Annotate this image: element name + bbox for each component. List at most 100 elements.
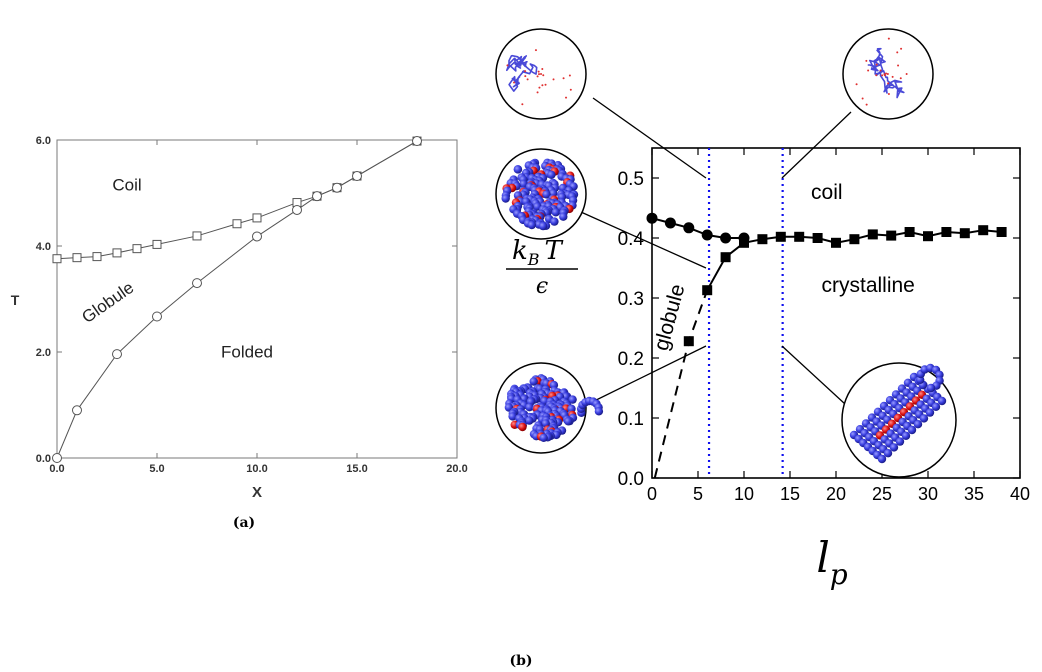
y-tick-label-a: 6.0	[36, 135, 51, 147]
inset-coil-right	[842, 28, 934, 120]
series-line-a-square	[56, 140, 418, 260]
panel-a: 0.0 5.0 10.0 15.0 20.0 0.0 2.0 4.0 6.0 Coil Globu…	[11, 135, 468, 531]
monomer-bead	[901, 431, 911, 440]
red-dot	[513, 81, 516, 84]
x-tick-label-a: 20.0	[446, 463, 467, 475]
circle-marker-a	[332, 182, 342, 193]
red-dot	[552, 78, 555, 81]
red-dot	[905, 73, 908, 76]
red-dot	[875, 74, 878, 77]
y-tick-label-b: 0.3	[618, 289, 644, 310]
square-marker-a	[112, 248, 122, 258]
red-dot	[544, 83, 547, 86]
y-tick-label-b: 0.2	[618, 349, 644, 370]
red-dot	[534, 49, 537, 52]
monomer-bead	[913, 420, 923, 429]
circle-marker-a	[72, 405, 82, 416]
circle-marker-a	[412, 136, 422, 147]
circle-marker-b	[720, 232, 732, 244]
monomer-bead	[529, 377, 538, 386]
square-marker-a	[52, 254, 62, 264]
red-dot	[886, 73, 889, 76]
x-tick-label-a: 15.0	[346, 463, 367, 475]
circle-marker-a	[292, 204, 302, 215]
monomer-bead	[525, 403, 534, 412]
y-tick-label-a: 2.0	[36, 347, 51, 359]
x-tick-label-a: 0.0	[49, 463, 64, 475]
inset-connectors	[571, 97, 852, 409]
red-dot	[524, 70, 527, 73]
y-label-k: k	[512, 236, 528, 266]
square-marker-a	[192, 231, 202, 241]
x-axis-label-b: lp	[816, 533, 847, 591]
circle-marker-b	[683, 222, 695, 234]
red-dot	[887, 92, 890, 95]
red-dot	[899, 77, 902, 80]
red-dot	[565, 96, 568, 99]
monomer-bead	[895, 437, 905, 446]
red-dot	[538, 73, 541, 76]
square-marker-b	[996, 227, 1007, 237]
connector-coil-right	[781, 111, 852, 179]
square-marker-b	[978, 225, 989, 236]
region-label-b: globule	[650, 282, 690, 353]
region-label-a: Globule	[78, 278, 137, 327]
x-tick-label-a: 5.0	[149, 463, 164, 475]
monomer-bead	[931, 402, 941, 411]
y-axis-label-b: kB T ϵ	[506, 236, 578, 299]
monomer-bead	[513, 165, 523, 174]
red-dot	[538, 86, 541, 89]
square-marker-b	[867, 229, 878, 240]
red-dot	[855, 83, 858, 86]
x-axis-label-a: X	[252, 484, 262, 501]
region-label-b: crystalline	[822, 274, 915, 297]
x-tick-label-b: 15	[780, 484, 800, 504]
region-label-a: Folded	[221, 342, 273, 361]
square-marker-b	[775, 231, 786, 242]
inset-crystalline	[841, 362, 957, 478]
inset-coil-left	[495, 28, 587, 120]
monomer-bead	[527, 220, 536, 230]
x-label-p-sub: p	[830, 558, 848, 591]
circle-marker-a	[352, 171, 362, 182]
red-dot	[879, 69, 882, 72]
region-label-a: Coil	[112, 175, 141, 194]
red-dot	[896, 51, 899, 54]
red-dot	[542, 74, 545, 77]
red-dot	[506, 64, 509, 67]
monomer-bead	[889, 443, 899, 452]
red-dot	[541, 84, 544, 87]
x-tick-label-b: 30	[918, 484, 938, 504]
square-marker-b	[739, 237, 749, 248]
connector-globule	[571, 207, 707, 269]
y-axis-label-a: T	[11, 292, 20, 308]
monomer-bead	[501, 194, 510, 203]
red-dot	[881, 74, 884, 77]
red-dot	[861, 97, 864, 100]
monomer-bead	[525, 416, 534, 425]
red-dot	[569, 88, 572, 91]
caption-b: (b)	[509, 653, 532, 669]
red-dot	[536, 91, 539, 94]
red-dot	[883, 73, 886, 76]
monomer-bead	[559, 212, 568, 221]
x-tick-label-b: 25	[872, 484, 892, 504]
circle-marker-b	[701, 229, 713, 241]
square-marker-b	[831, 237, 841, 248]
square-marker-b	[959, 228, 970, 239]
y-tick-label-b: 0.1	[618, 409, 644, 430]
red-dot	[885, 72, 888, 75]
monomer-bead	[907, 425, 917, 435]
region-label-b: coil	[811, 181, 843, 204]
panel-b: 0 5 10 15 20 25 30 35 40 0.0 0.1 0.2 0.3 0.4 0.5 coil c…	[495, 28, 1030, 669]
red-dot	[887, 37, 890, 40]
square-marker-a	[152, 239, 162, 249]
x-tick-label-b: 10	[734, 484, 754, 504]
monomer-bead	[925, 408, 935, 417]
monomer-bead	[883, 449, 893, 458]
x-tick-label-b: 5	[693, 484, 703, 504]
red-dot	[891, 75, 894, 78]
monomer-bead	[547, 170, 556, 179]
square-marker-b	[904, 227, 915, 237]
